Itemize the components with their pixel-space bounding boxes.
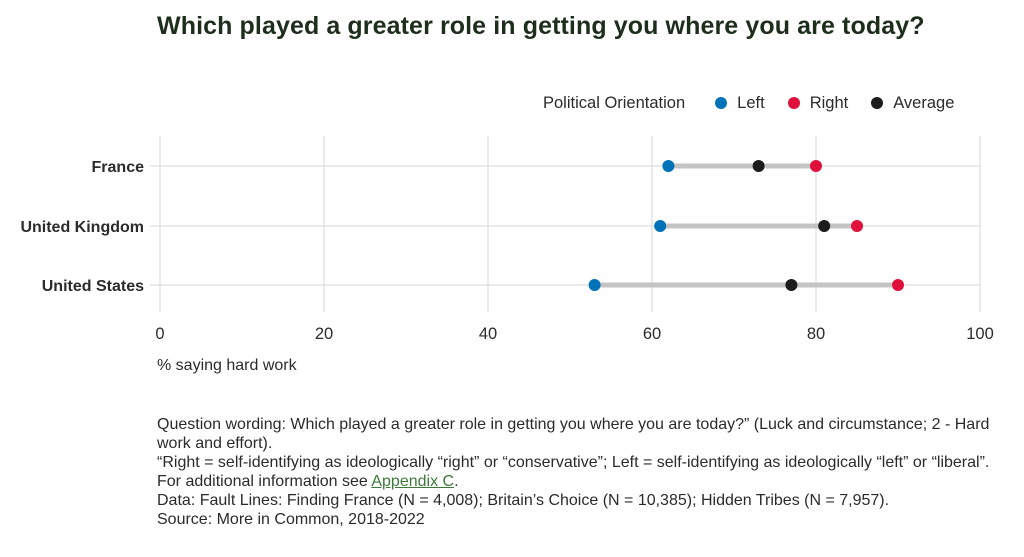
chart-notes: Question wording: Which played a greater… [157, 415, 997, 529]
note-additional-prefix: For additional information see [157, 473, 372, 490]
legend-right-label: Right [809, 93, 849, 112]
point-left [654, 220, 667, 232]
legend-average-label: Average [893, 93, 955, 112]
point-average [818, 220, 831, 232]
x-axis-label: % saying hard work [157, 357, 298, 374]
point-average [752, 160, 765, 172]
note-additional-info: For additional information see Appendix … [157, 472, 997, 491]
note-source: Source: More in Common, 2018-2022 [157, 511, 425, 528]
point-left [588, 279, 601, 291]
point-left [662, 160, 675, 172]
legend-item-right: Right [787, 93, 849, 113]
legend-title: Political Orientation [543, 93, 686, 112]
point-right [851, 220, 863, 232]
x-tick-label-20: 20 [315, 325, 333, 343]
point-right [892, 279, 904, 291]
category-label: France [92, 159, 145, 176]
appendix-c-link[interactable]: Appendix C [371, 473, 455, 490]
legend-right-dot [787, 97, 800, 109]
dumbbell-chart: 0 20 40 60 80 100 % saying hard work France Unit… [20, 136, 994, 374]
note-additional-suffix: . [454, 473, 459, 490]
category-label: United Kingdom [20, 219, 144, 236]
legend-item-average: Average [871, 94, 954, 113]
x-tick-label-100: 100 [966, 325, 994, 343]
legend-left-label: Left [737, 93, 765, 112]
legend-average-dot [871, 97, 884, 109]
point-average [785, 279, 798, 291]
legend-item-left: Left [715, 94, 765, 113]
note-question-wording: Question wording: Which played a greater… [157, 416, 990, 452]
category-label: United States [42, 278, 144, 295]
legend: Political Orientation Left Right Average [543, 92, 954, 114]
x-tick-label-40: 40 [479, 325, 497, 343]
legend-left-dot [715, 97, 728, 109]
x-tick-label-0: 0 [155, 325, 164, 343]
note-data-sources: Data: Fault Lines: Finding France (N = 4… [157, 492, 890, 509]
note-definitions: “Right = self-identifying as ideological… [157, 454, 990, 471]
point-right [810, 160, 822, 172]
chart-title: Which played a greater role in getting y… [157, 12, 925, 40]
x-tick-label-60: 60 [643, 325, 661, 343]
x-tick-label-80: 80 [807, 325, 825, 343]
